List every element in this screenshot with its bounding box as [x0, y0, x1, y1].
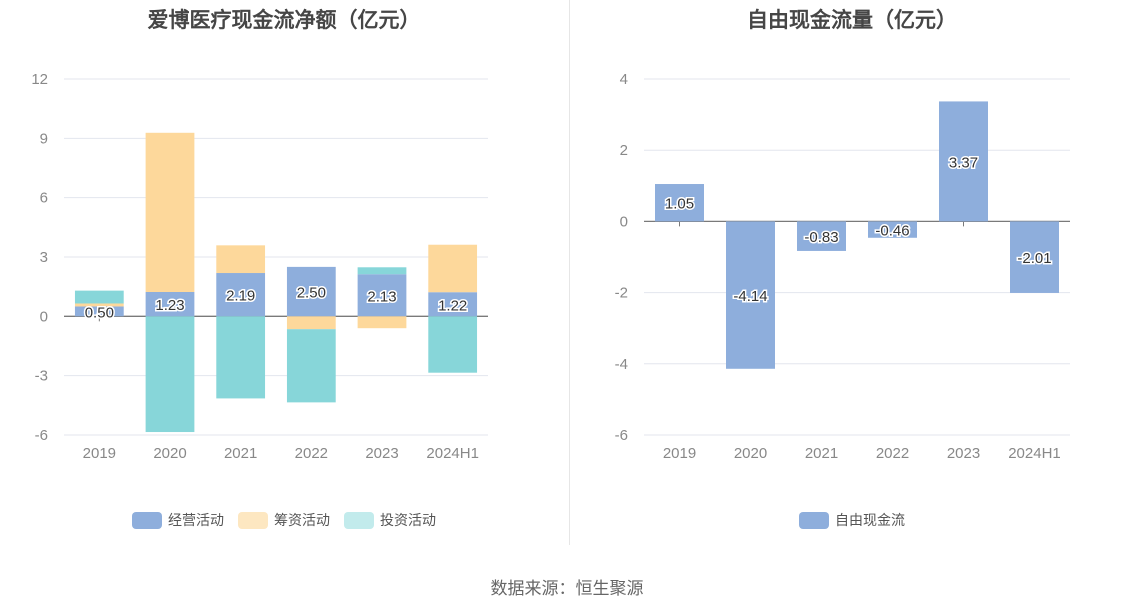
- data-label: 2.13: [367, 288, 396, 305]
- cashflow-chart-svg: -6 -3 0 3 6 9 12 2019 2020 2021 2022 2023 2024H1 0.50…: [31, 71, 488, 462]
- panel-divider: [569, 0, 570, 545]
- bar-segment[interactable]: [357, 274, 407, 317]
- legend-label: 筹资活动: [274, 513, 330, 529]
- bar-segment[interactable]: [145, 316, 195, 433]
- x-tick-label: 2021: [224, 445, 257, 462]
- y-tick-label: 2: [620, 142, 628, 159]
- bar-segment[interactable]: [1010, 221, 1059, 293]
- x-tick-label: 2024H1: [426, 445, 479, 462]
- bar-segment[interactable]: [145, 132, 195, 293]
- y-tick-label: -3: [35, 368, 48, 385]
- chart-title: 自由现金流量（亿元）: [747, 8, 957, 32]
- data-label: -0.83: [804, 229, 838, 246]
- bar-segment[interactable]: [655, 184, 704, 222]
- data-label: -4.14: [733, 288, 767, 305]
- x-tick-label: 2021: [805, 445, 838, 462]
- y-tick-label: 0: [620, 213, 628, 230]
- bar-segment[interactable]: [357, 267, 407, 275]
- bar-segment[interactable]: [428, 292, 478, 317]
- data-label: 2.19: [226, 288, 255, 305]
- legend-swatch: [344, 511, 374, 529]
- data-label: 1.23: [155, 297, 184, 314]
- free-cashflow-chart-svg: -6 -4 -2 0 2 4 2019 2020 2021 2022 2023 2024H1 1.05 -…: [615, 71, 1070, 462]
- legend-label: 投资活动: [380, 513, 436, 529]
- x-tick-label: 2022: [876, 445, 909, 462]
- y-tick-label: 12: [31, 71, 48, 88]
- bar-segment[interactable]: [286, 329, 336, 403]
- bar-segment[interactable]: [216, 273, 266, 317]
- x-tick-label: 2023: [947, 445, 980, 462]
- y-tick-label: 3: [40, 249, 48, 266]
- bar-segment[interactable]: [216, 316, 266, 399]
- data-label: -0.46: [875, 223, 909, 240]
- bar-segment[interactable]: [74, 306, 124, 317]
- free-cashflow-chart-panel: 自由现金流量（亿元） -6 -4 -2 0 2 4 2019 2020 2021 2022 2023…: [570, 0, 1134, 545]
- legend-swatch: [132, 511, 162, 529]
- legend-item[interactable]: 投资活动: [344, 510, 436, 530]
- legend-swatch: [238, 511, 268, 529]
- x-tick-label: 2020: [734, 445, 767, 462]
- y-tick-label: 6: [40, 190, 48, 207]
- data-label: 1.05: [665, 196, 694, 213]
- legend-label: 自由现金流: [835, 513, 905, 529]
- chart-legend: 经营活动 筹资活动 投资活动: [0, 510, 568, 530]
- bar-segment[interactable]: [726, 221, 775, 369]
- bar-segment[interactable]: [357, 316, 407, 329]
- bar-segment[interactable]: [286, 316, 336, 330]
- y-tick-label: -4: [615, 356, 628, 373]
- x-tick-label: 2019: [83, 445, 116, 462]
- legend-label: 经营活动: [168, 513, 224, 529]
- y-tick-label: 4: [620, 71, 628, 88]
- data-label: 0.50: [85, 304, 114, 321]
- legend-swatch: [799, 511, 829, 529]
- data-label: -2.01: [1017, 250, 1051, 267]
- y-tick-label: -2: [615, 285, 628, 302]
- legend-item[interactable]: 自由现金流: [799, 510, 905, 530]
- bar-segment[interactable]: [797, 221, 846, 251]
- data-source-note: 数据来源：恒生聚源: [490, 579, 644, 599]
- legend-item[interactable]: 筹资活动: [238, 510, 330, 530]
- cashflow-chart-panel: 爱博医疗现金流净额（亿元） -6 -3 0 3 6 9 12 2019 2020 2021 2022…: [0, 0, 568, 545]
- bar-segment[interactable]: [145, 292, 195, 317]
- data-label: 3.37: [949, 154, 978, 171]
- bar-segment[interactable]: [868, 221, 917, 238]
- x-tick-label: 2020: [153, 445, 186, 462]
- y-tick-label: -6: [615, 427, 628, 444]
- y-tick-label: 9: [40, 130, 48, 147]
- bar-segment[interactable]: [74, 290, 124, 304]
- x-tick-label: 2024H1: [1008, 445, 1061, 462]
- bar-segment[interactable]: [216, 245, 266, 274]
- bar-segment[interactable]: [939, 101, 988, 222]
- data-label: 1.22: [438, 297, 467, 314]
- chart-title: 爱博医疗现金流净额（亿元）: [147, 8, 421, 32]
- legend-item[interactable]: 经营活动: [132, 510, 224, 530]
- bar-segment[interactable]: [286, 266, 336, 317]
- y-tick-label: -6: [35, 427, 48, 444]
- y-tick-label: 0: [40, 308, 48, 325]
- x-tick-label: 2023: [365, 445, 398, 462]
- bar-segment[interactable]: [74, 303, 124, 307]
- bar-segment[interactable]: [428, 244, 478, 293]
- bar-segment[interactable]: [428, 316, 478, 373]
- x-tick-label: 2019: [663, 445, 696, 462]
- x-tick-label: 2022: [295, 445, 328, 462]
- chart-legend: 自由现金流: [570, 510, 1134, 530]
- data-label: 2.50: [297, 285, 326, 302]
